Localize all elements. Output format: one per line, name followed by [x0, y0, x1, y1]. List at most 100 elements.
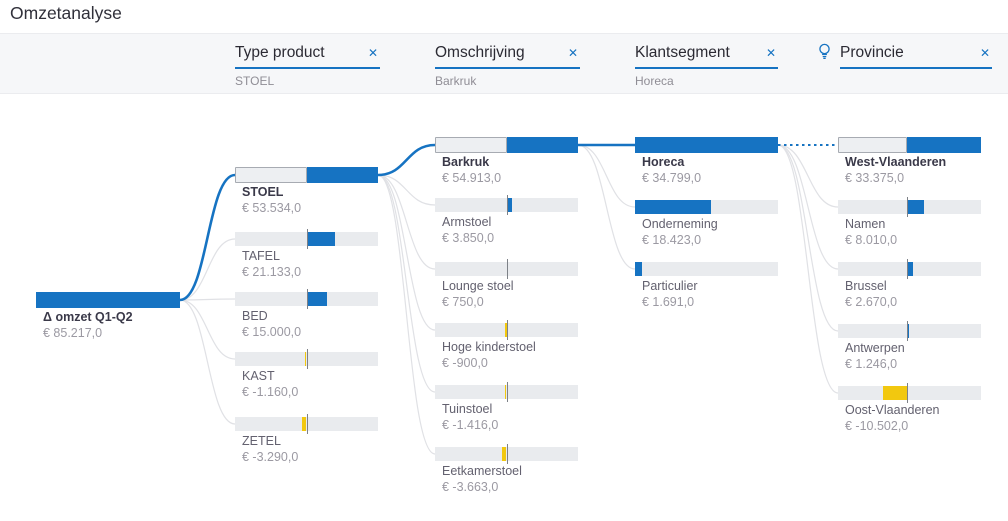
zero-line-tick: [906, 259, 909, 279]
zero-line-tick: [906, 321, 909, 341]
node-bar-track: [838, 259, 981, 279]
node-bar-track: [635, 262, 778, 276]
tree-node[interactable]: Tuinstoel € -1.416,0: [435, 382, 578, 433]
tree-node[interactable]: ZETEL € -3.290,0: [235, 414, 378, 465]
field-column-omschrijving: Omschrijving ✕ Barkruk: [435, 44, 580, 88]
field-title: Provincie: [840, 44, 904, 61]
node-bar-track: [838, 383, 981, 403]
node-bar-track: [838, 321, 981, 341]
node-label: KAST: [242, 369, 275, 383]
field-column-provincie: Provincie ✕: [819, 43, 992, 88]
positive-value-bar: [306, 292, 327, 306]
node-label: TAFEL: [242, 249, 280, 263]
zero-line-tick: [506, 444, 508, 464]
node-value: € 750,0: [442, 295, 484, 309]
negative-value-bar: [504, 385, 507, 399]
node-bar-track: [235, 414, 378, 434]
remove-field-icon[interactable]: ✕: [979, 46, 990, 60]
node-bar-track: [435, 444, 578, 464]
node-bar-track: [235, 349, 378, 369]
zero-line-tick: [906, 383, 909, 403]
page-title: Omzetanalyse: [10, 3, 122, 23]
tree-node[interactable]: Namen € 8.010,0: [838, 197, 981, 248]
node-label: Eetkamerstoel: [442, 464, 522, 478]
positive-value-bar: [906, 137, 981, 153]
tree-node[interactable]: Onderneming € 18.423,0: [635, 200, 778, 248]
node-label: Antwerpen: [845, 341, 905, 355]
tree-node[interactable]: Hoge kinderstoel € -900,0: [435, 320, 578, 371]
positive-value-bar: [635, 262, 642, 276]
tree-node[interactable]: Antwerpen € 1.246,0: [838, 321, 981, 372]
field-title: Omschrijving: [435, 44, 525, 61]
tree-node[interactable]: Lounge stoel € 750,0: [435, 259, 578, 310]
field-header-bar: Type product ✕ STOEL Omschrijving ✕ Bark…: [0, 33, 1008, 94]
node-value: € 8.010,0: [845, 233, 898, 247]
node-bar-track: [435, 382, 578, 402]
node-label: Hoge kinderstoel: [442, 340, 536, 354]
node-label: Particulier: [642, 279, 698, 293]
node-value: € 3.850,0: [442, 231, 495, 245]
field-selected-value: STOEL: [235, 74, 275, 88]
tree-node[interactable]: Oost-Vlaanderen € -10.502,0: [838, 383, 981, 434]
node-label: Lounge stoel: [442, 279, 514, 293]
positive-value-bar: [906, 200, 925, 214]
node-label: Δ omzet Q1-Q2: [43, 310, 133, 324]
tree-node[interactable]: West-Vlaanderen € 33.375,0: [838, 137, 981, 186]
field-title: Klantsegment: [635, 44, 730, 61]
ai-split-lightbulb-icon: [816, 42, 833, 66]
tree-node[interactable]: Particulier € 1.691,0: [635, 262, 778, 310]
node-value: € -1.160,0: [242, 385, 299, 399]
node-value: € -1.416,0: [442, 418, 499, 432]
node-label: West-Vlaanderen: [845, 155, 947, 169]
node-label: Brussel: [845, 279, 887, 293]
tree-node[interactable]: Brussel € 2.670,0: [838, 259, 981, 310]
node-label: Tuinstoel: [442, 402, 493, 416]
node-value: € 1.691,0: [642, 295, 695, 309]
positive-value-bar: [36, 292, 180, 308]
zero-line-tick: [306, 414, 308, 434]
positive-value-bar: [635, 200, 711, 214]
node-bar-track: [635, 137, 778, 153]
tree-node[interactable]: Eetkamerstoel € -3.663,0: [435, 444, 578, 495]
tree-node[interactable]: TAFEL € 21.133,0: [235, 229, 378, 280]
node-value: € 54.913,0: [442, 171, 502, 185]
node-bar-track: [838, 137, 981, 153]
zero-line-tick: [506, 320, 508, 340]
remove-field-icon[interactable]: ✕: [367, 46, 378, 60]
zero-line-tick: [506, 259, 508, 279]
node-bar-track: [838, 197, 981, 217]
zero-line-tick: [906, 197, 909, 217]
node-label: BED: [242, 309, 268, 323]
zero-line-tick: [306, 289, 308, 309]
tree-node[interactable]: Armstoel € 3.850,0: [435, 195, 578, 246]
tree-node[interactable]: Δ omzet Q1-Q2 € 85.217,0: [36, 292, 180, 341]
tree-node[interactable]: KAST € -1.160,0: [235, 349, 378, 400]
negative-value-bar: [883, 386, 907, 400]
selected-node-box: [838, 137, 907, 153]
node-value: € 15.000,0: [242, 325, 302, 339]
tree-node[interactable]: Barkruk € 54.913,0: [435, 137, 578, 186]
positive-value-bar: [306, 232, 335, 246]
node-bar-track: [235, 229, 378, 249]
remove-field-icon[interactable]: ✕: [567, 46, 578, 60]
zero-line-tick: [506, 382, 508, 402]
selected-node-box: [435, 137, 507, 153]
field-selected-value: Horeca: [635, 74, 674, 88]
negative-value-bar: [501, 447, 507, 461]
node-bar-track: [435, 320, 578, 340]
tree-node[interactable]: STOEL € 53.534,0: [235, 167, 378, 216]
tree-node[interactable]: BED € 15.000,0: [235, 289, 378, 340]
field-column-type-product: Type product ✕ STOEL: [235, 44, 380, 88]
node-value: € 53.534,0: [242, 201, 302, 215]
positive-value-bar: [906, 262, 913, 276]
node-label: Onderneming: [642, 217, 718, 231]
field-column-klantsegment: Klantsegment ✕ Horeca: [635, 44, 778, 88]
positive-value-bar: [306, 167, 378, 183]
tree-node[interactable]: Horeca € 34.799,0: [635, 137, 778, 186]
node-bar-track: [235, 289, 378, 309]
remove-field-icon[interactable]: ✕: [765, 46, 776, 60]
positive-value-bar: [506, 137, 578, 153]
node-value: € -900,0: [442, 356, 488, 370]
